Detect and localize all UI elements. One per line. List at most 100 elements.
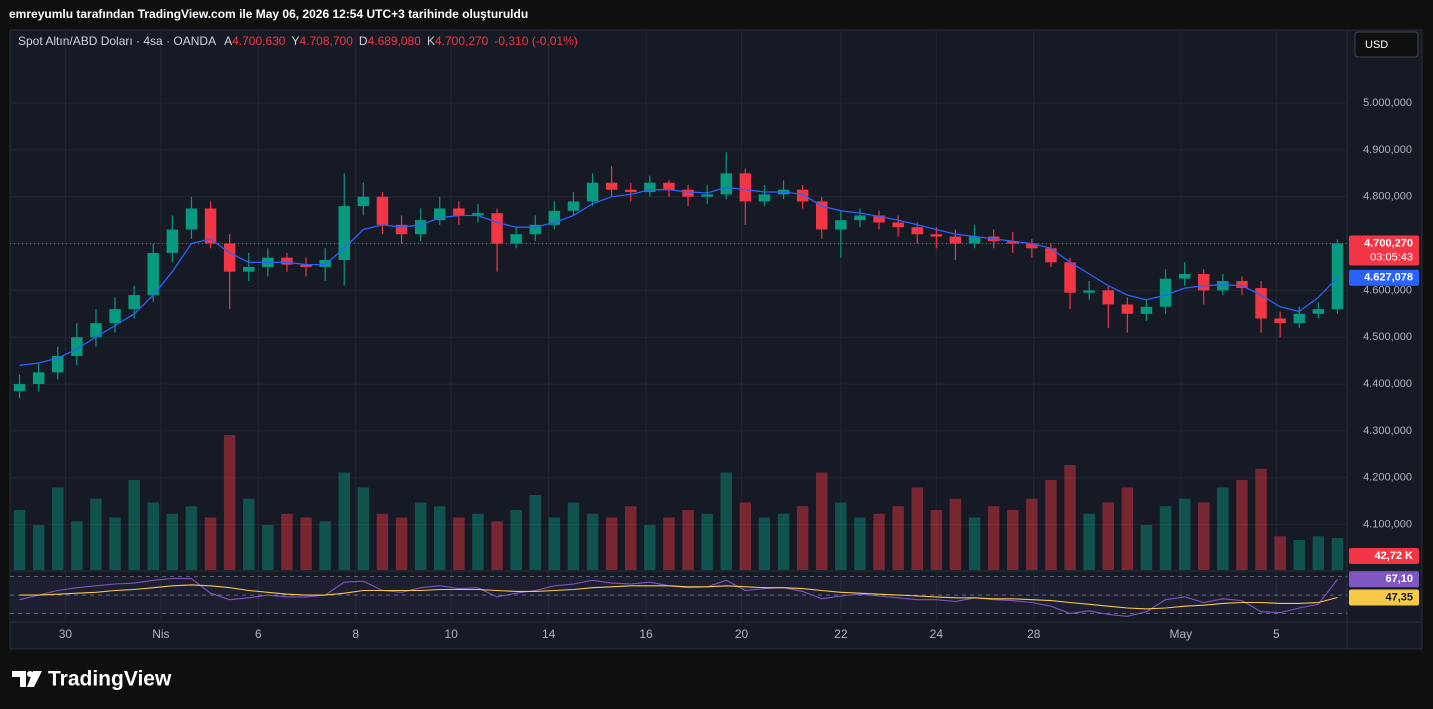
volume-bar [1102,502,1114,570]
y-tick-label: 4.200,000 [1363,472,1412,484]
candle-body [1217,281,1229,291]
candle-body [1255,288,1267,319]
volume-bar [854,517,866,570]
candle-body [166,229,179,253]
x-tick-label: 30 [59,627,73,641]
currency-label[interactable]: USD [1365,39,1388,51]
volume-bar [968,517,981,570]
volume-bar [1159,506,1172,570]
candle-body [414,220,427,235]
ma-label: 4.627,078 [1364,272,1413,284]
rsi-pane [10,571,1347,621]
candle-body [529,224,541,235]
candle-body [319,259,331,267]
candle-body [758,194,771,202]
volume-bar [1083,513,1095,570]
legend-value: 4.689,080 [368,34,422,48]
volume-bar [796,506,809,570]
volume-bar [1312,536,1325,570]
legend-key: Y [291,34,299,48]
symbol-title: Spot Altın/ABD Doları · 4sa · OANDA [18,34,216,48]
legend-key: K [427,34,435,48]
volume-label-box [1349,548,1419,564]
candle-body [109,309,121,324]
candle-body [13,384,26,392]
volume-bar [758,517,771,570]
volume-bar [930,510,943,570]
volume-bar [32,525,45,570]
x-tick-label: 5 [1273,627,1280,641]
x-tick-label: 14 [542,627,556,641]
candle-body [1140,306,1153,314]
y-tick-label: 4.900,000 [1363,144,1412,156]
candle-body [1236,281,1248,289]
caption: emreyumlu tarafından TradingView.com ile… [9,7,528,21]
volume-bar [663,517,675,570]
y-tick-label: 4.300,000 [1363,425,1412,437]
volume-bar [1274,536,1286,570]
x-tick-label: 22 [834,627,848,641]
candle-body [930,234,943,237]
volume-bar [414,502,427,570]
x-tick-label: Nis [152,627,169,641]
y-tick-label: 4.600,000 [1363,284,1412,296]
volume-bar [1236,480,1248,570]
candle-body [567,201,580,211]
rsi-ma-label-box [1349,589,1419,606]
volume-label: 42,72 K [1374,550,1413,562]
candle-body [338,206,350,260]
volume-bar [300,517,312,570]
candle-body [147,252,159,296]
volume-bar [1045,480,1057,570]
volume-bar [529,495,541,570]
volume-bar [166,513,179,570]
volume-bar [777,513,790,570]
candle-body [1178,274,1191,279]
volume-bar [1198,502,1210,570]
volume-bar [1064,465,1076,570]
volume-bar [873,513,885,570]
candle-body [911,227,923,235]
volume-bar [204,517,217,570]
candle-body [376,196,389,225]
brand-name: TradingView [48,668,172,691]
overlay: 4.100,000 4.200,000 4.300,000 4.400,000 4.50… [10,31,1419,641]
volume-bar [586,513,599,570]
candle-body [1293,313,1305,324]
volume-bar [1007,510,1019,570]
volume-bar [128,480,140,570]
volume-bar [987,506,1000,570]
candle-body [854,215,866,221]
rsi-ma-label: 47,35 [1385,591,1413,603]
candle-body [204,208,217,244]
volume-bar [720,472,732,570]
legend-value: 4.700,270 [435,34,489,48]
candle-body [949,236,962,244]
candle-body [644,182,656,193]
volume-bar [1331,537,1344,570]
volume-bar [376,513,389,570]
volume-bar [510,510,522,570]
volume-bar [338,472,350,570]
volume-bar [1255,468,1267,570]
volume-bar [548,517,561,570]
candle-body [395,224,408,235]
volume-bar [949,498,962,570]
candle-body [835,220,847,230]
candle-body [663,182,675,190]
candle-body [243,266,255,272]
legend: Spot Altın/ABD Doları · 4sa · OANDA A4.70… [18,34,578,48]
rsi-label: 67,10 [1385,573,1413,585]
volume-bar [90,498,102,570]
currency-button[interactable] [1354,31,1419,58]
x-tick-label: 28 [1027,627,1041,641]
volume-bar [13,510,26,570]
volume-bar [1217,487,1229,570]
candle-body [300,264,312,267]
volume-bar [816,472,828,570]
candle-body [605,182,618,190]
candle-body [548,210,561,225]
candle-body [1312,309,1325,314]
candle-body [968,236,981,244]
